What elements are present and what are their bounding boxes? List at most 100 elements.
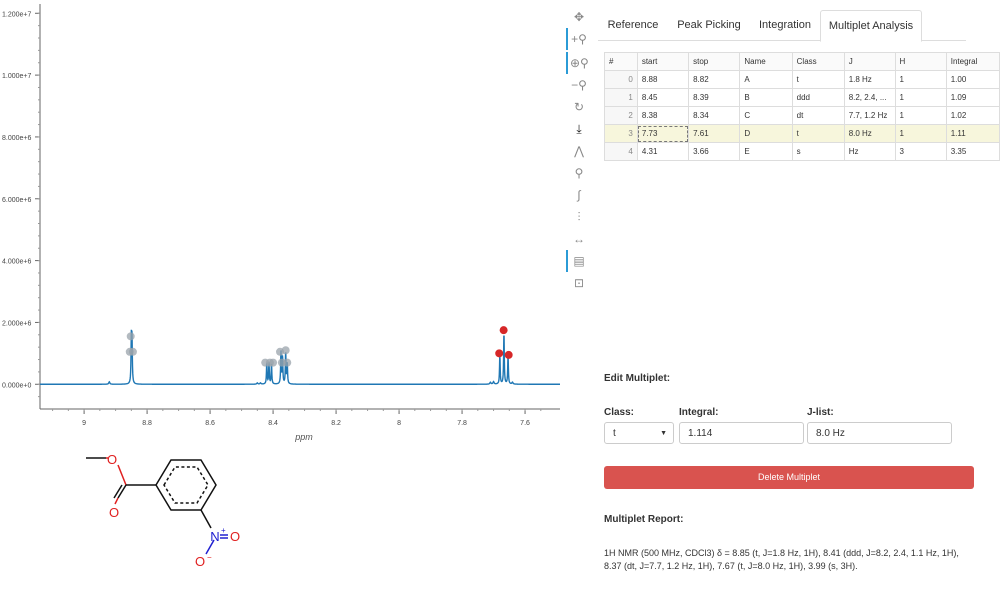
table-cell[interactable]: t (791, 70, 845, 89)
row-index: 2 (604, 106, 638, 125)
peak-marker[interactable] (281, 346, 290, 355)
table-cell[interactable]: 8.2, 2.4, ... (843, 88, 896, 107)
table-cell[interactable]: 1.8 Hz (843, 70, 896, 89)
table-cell[interactable]: 8.34 (688, 106, 741, 125)
multiplet-report-text: 1H NMR (500 MHz, CDCl3) δ = 8.85 (t, J=1… (604, 548, 959, 571)
column-header[interactable]: H (894, 52, 947, 71)
table-cell[interactable]: 7.61 (688, 124, 741, 143)
class-label: Class: (604, 407, 635, 418)
table-cell[interactable]: 1.02 (945, 106, 1000, 125)
table-cell[interactable]: 1 (894, 124, 947, 143)
hover-tool-icon[interactable]: ▤ (566, 250, 588, 272)
wheel-zoom-icon[interactable]: ⊕⚲ (566, 52, 589, 74)
table-cell[interactable]: 3 (894, 142, 947, 161)
tab-multiplet-analysis[interactable]: Multiplet Analysis (820, 10, 922, 42)
nitro-oxygen-minus-label: O (195, 554, 205, 569)
multiplet-table[interactable]: # start stop Name Class J H Integral 0 8.88 8.82 A… (604, 52, 1000, 161)
zoom-out-icon[interactable]: −⚲ (571, 78, 587, 92)
y-tick-label: 1.200e+7 (2, 11, 31, 18)
table-cell[interactable]: E (739, 142, 793, 161)
table-cell[interactable]: 1.11 (945, 124, 1000, 143)
jlist-input[interactable]: 8.0 Hz (807, 422, 952, 444)
table-cell[interactable]: 8.82 (688, 70, 741, 89)
table-cell[interactable]: 8.39 (688, 88, 741, 107)
table-cell[interactable]: 7.73 (636, 124, 690, 143)
reset-icon[interactable]: ↻ (573, 100, 585, 114)
table-cell[interactable]: 1 (894, 70, 947, 89)
y-tick-label: 2.000e+6 (2, 320, 31, 327)
x-tick-label: 8 (397, 420, 401, 427)
column-header[interactable]: start (636, 52, 690, 71)
table-cell[interactable]: 1.00 (945, 70, 1000, 89)
selected-peak-marker[interactable] (495, 349, 504, 358)
jlist-label: J-list: (807, 407, 834, 418)
table-cell[interactable]: 8.45 (636, 88, 690, 107)
peak-pick-icon[interactable]: ⫶ (577, 210, 581, 224)
column-header[interactable]: Integral (945, 52, 1000, 71)
table-cell[interactable]: D (739, 124, 793, 143)
table-cell[interactable]: 8.0 Hz (843, 124, 896, 143)
x-tick-label: 7.8 (457, 420, 467, 427)
pan-tool-icon[interactable]: ✥ (573, 10, 585, 24)
x-axis-label: ppm (294, 432, 313, 442)
tab-integration[interactable]: Integration (759, 19, 811, 31)
peak-marker[interactable] (283, 358, 292, 367)
carbonyl-oxygen-label: O (109, 505, 119, 520)
peak-marker[interactable] (128, 347, 137, 356)
peak-finder-icon[interactable]: ⋀ (574, 144, 584, 158)
table-cell[interactable]: 4.31 (636, 142, 690, 161)
table-cell[interactable]: s (791, 142, 845, 161)
spectrum-plot[interactable]: 9 8.8 8.6 8.4 8.2 8 7.8 7.6 0.000e+0 2.000e+6 4.0… (0, 0, 560, 450)
class-select[interactable]: t ▼ (604, 422, 674, 444)
x-tick-label: 7.6 (520, 420, 530, 427)
save-icon[interactable]: ⤓ (576, 122, 582, 136)
table-cell[interactable]: 8.88 (636, 70, 690, 89)
peak-markers (125, 326, 513, 367)
selected-peak-marker[interactable] (499, 326, 508, 335)
peak-marker[interactable] (126, 332, 135, 341)
table-cell[interactable]: 3.66 (688, 142, 741, 161)
delete-multiplet-button[interactable]: Delete Multiplet (604, 466, 974, 489)
table-cell[interactable]: B (739, 88, 793, 107)
tab-reference[interactable]: Reference (607, 19, 659, 31)
table-cell[interactable]: 1.09 (945, 88, 1000, 107)
table-cell[interactable]: dt (791, 106, 845, 125)
table-cell[interactable]: A (739, 70, 793, 89)
table-header: # start stop Name Class J H Integral (604, 52, 1000, 71)
row-index: 4 (604, 142, 638, 161)
nitrogen-charge: + (221, 526, 226, 535)
tab-peak-picking[interactable]: Peak Picking (677, 19, 741, 31)
table-cell[interactable]: 1 (894, 88, 947, 107)
table-cell[interactable]: 8.38 (636, 106, 690, 125)
magnify-icon[interactable]: ⚲ (574, 166, 584, 180)
range-select-icon[interactable]: ↔ (573, 232, 585, 246)
column-header[interactable]: # (604, 52, 638, 71)
table-cell[interactable]: 1 (894, 106, 947, 125)
crosshair-icon[interactable]: ⊡ (573, 276, 585, 290)
integral-input[interactable]: 1.114 (679, 422, 804, 444)
integral-icon[interactable]: ∫ (577, 188, 581, 202)
row-index: 3 (604, 124, 638, 143)
peak-marker[interactable] (269, 358, 278, 367)
class-select-value: t (613, 428, 616, 439)
x-tick-label: 8.2 (331, 420, 341, 427)
column-header[interactable]: Class (791, 52, 845, 71)
table-cell[interactable]: ddd (791, 88, 845, 107)
box-zoom-icon[interactable]: +⚲ (566, 28, 587, 50)
table-cell[interactable]: t (791, 124, 845, 143)
column-header[interactable]: stop (688, 52, 741, 71)
column-header[interactable]: Name (739, 52, 793, 71)
tab-bar: Reference Peak Picking Integration Multi… (598, 10, 966, 42)
table-cell[interactable]: 3.35 (945, 142, 1000, 161)
column-header[interactable]: J (843, 52, 896, 71)
table-cell[interactable]: Hz (843, 142, 896, 161)
spectrum-line (40, 329, 560, 385)
table-cell[interactable]: C (739, 106, 793, 125)
selected-peak-marker[interactable] (504, 350, 513, 359)
table-cell[interactable]: 7.7, 1.2 Hz (843, 106, 896, 125)
